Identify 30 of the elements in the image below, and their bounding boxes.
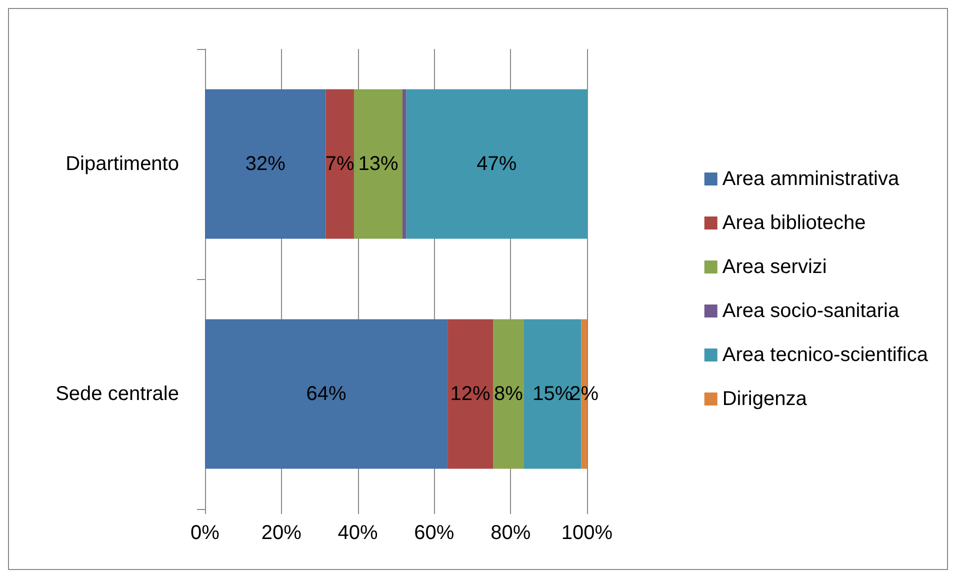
legend-label: Dirigenza (722, 388, 808, 410)
y-tick-label: Dipartimento (66, 153, 179, 175)
data-label: 12% (450, 383, 491, 405)
bar (205, 89, 326, 239)
bar (406, 89, 587, 239)
data-label: 8% (494, 383, 524, 405)
legend-label: Area servizi (722, 256, 827, 278)
legend-label: Area tecnico-scientifica (722, 344, 929, 366)
bar (354, 89, 402, 239)
bar (326, 89, 354, 239)
x-tick-label: 100% (561, 522, 613, 544)
data-label: 13% (358, 153, 398, 175)
legend-label: Area socio-sanitaria (722, 300, 900, 322)
x-tick-label: 20% (261, 522, 302, 544)
x-tick-label: 40% (338, 522, 378, 544)
bar (448, 319, 494, 469)
data-label: 15% (532, 383, 573, 405)
x-tick-label: 60% (414, 522, 454, 544)
legend-label: Area biblioteche (722, 212, 866, 234)
legend-label: Area amministrativa (722, 168, 900, 190)
y-tick-label: Sede centrale (56, 383, 179, 405)
x-tick-label: 80% (490, 522, 531, 544)
data-label: 7% (325, 153, 355, 175)
data-label: 64% (306, 383, 347, 405)
bar (402, 89, 406, 239)
bar (205, 319, 448, 469)
bar (493, 319, 524, 469)
data-label: 47% (476, 153, 517, 175)
data-label: 32% (245, 153, 286, 175)
x-tick-label: 0% (190, 522, 220, 544)
